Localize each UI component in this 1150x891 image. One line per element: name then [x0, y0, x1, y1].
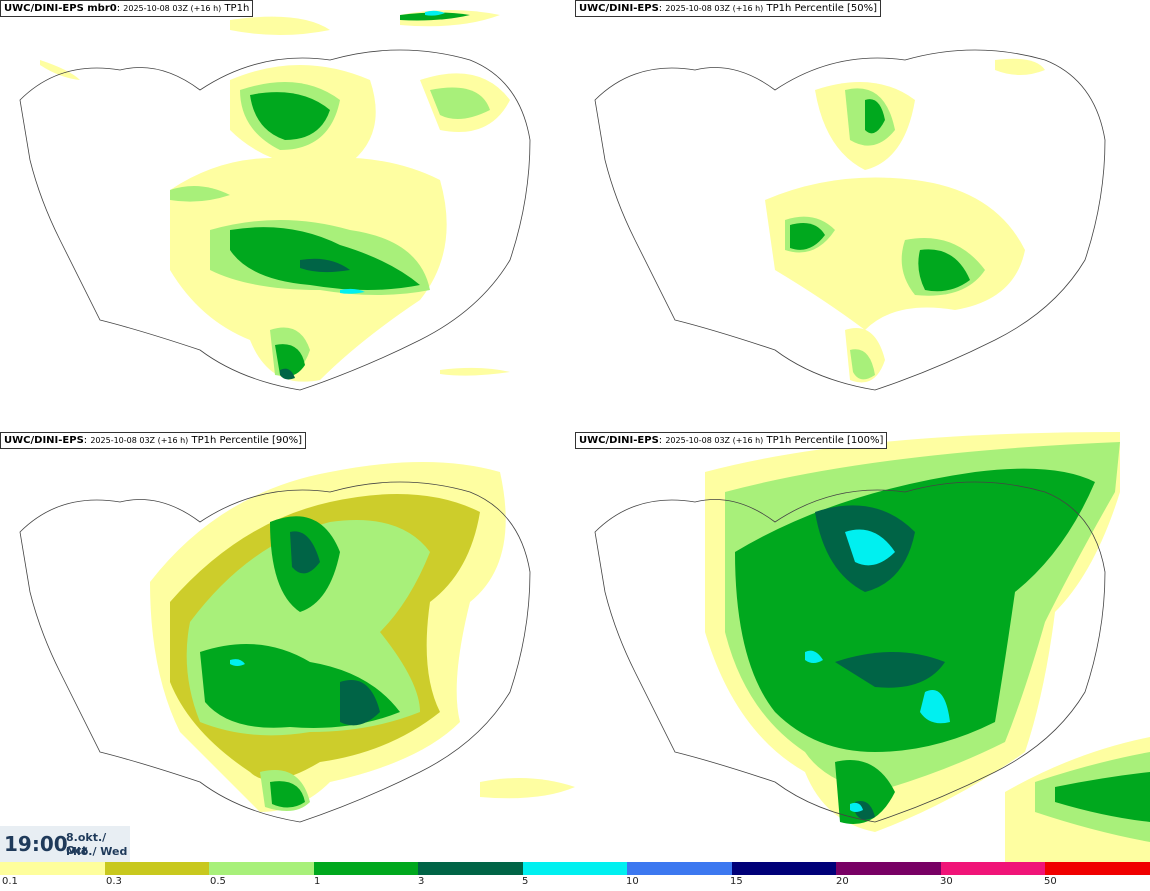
legend-tick: 50	[1044, 876, 1057, 887]
legend-tick: 10	[626, 876, 639, 887]
legend-swatch	[522, 862, 628, 875]
map-panel-p90: UWC/DINI-EPS: 2025-10-08 03Z (+16 h) TP1…	[0, 432, 575, 862]
map-panel-p50: UWC/DINI-EPS: 2025-10-08 03Z (+16 h) TP1…	[575, 0, 1150, 430]
precip-map-p50	[594, 49, 1106, 391]
legend-swatch	[418, 862, 523, 875]
map-panel-p100: UWC/DINI-EPS: 2025-10-08 03Z (+16 h) TP1…	[575, 432, 1150, 862]
panel-run: 2025-10-08 03Z (+16 h)	[123, 4, 222, 13]
legend-tick: 5	[522, 876, 529, 887]
precip-map-p100	[594, 432, 1150, 862]
legend-tick: 15	[730, 876, 743, 887]
valid-date: 8.okt./ Oct	[66, 831, 107, 857]
legend-color-bar	[0, 862, 1150, 875]
valid-time-box: 19:00 8.okt./ Oct Mið./ Wed	[0, 826, 130, 862]
legend-tick: 0.3	[106, 876, 122, 887]
legend-swatch	[209, 862, 314, 875]
legend-tick: 0.5	[210, 876, 226, 887]
legend-swatch	[104, 862, 210, 875]
panel-run: 2025-10-08 03Z (+16 h)	[665, 4, 764, 13]
map-panel-mbr0: UWC/DINI-EPS mbr0: 2025-10-08 03Z (+16 h…	[0, 0, 575, 430]
panel-model: UWC/DINI-EPS mbr0	[4, 3, 117, 14]
panel-run: 2025-10-08 03Z (+16 h)	[90, 436, 189, 445]
legend-swatch	[627, 862, 732, 875]
panel-title-p90: UWC/DINI-EPS: 2025-10-08 03Z (+16 h) TP1…	[0, 432, 307, 449]
panel-title-mbr0: UWC/DINI-EPS mbr0: 2025-10-08 03Z (+16 h…	[0, 0, 254, 17]
valid-time: 19:00	[4, 832, 68, 856]
precip-map-p90	[19, 462, 575, 823]
precip-map-mbr0	[19, 10, 531, 391]
panel-model: UWC/DINI-EPS	[579, 3, 659, 14]
panel-field: TP1h Percentile [100%]	[766, 435, 884, 446]
color-legend: 0.1 0.3 0.5 1 3 5 10 15 20 30 50	[0, 862, 1150, 891]
legend-swatch	[1045, 862, 1150, 875]
legend-swatch	[940, 862, 1046, 875]
valid-day: Mið./ Wed	[66, 845, 128, 858]
legend-tick: 20	[836, 876, 849, 887]
legend-swatch	[313, 862, 419, 875]
legend-swatch	[0, 862, 105, 875]
panel-field: TP1h Percentile [50%]	[766, 3, 878, 14]
panel-field: TP1h	[224, 3, 250, 14]
panel-run: 2025-10-08 03Z (+16 h)	[665, 436, 764, 445]
panel-field: TP1h Percentile [90%]	[191, 435, 303, 446]
legend-tick: 0.1	[2, 876, 18, 887]
panel-model: UWC/DINI-EPS	[579, 435, 659, 446]
legend-swatch	[836, 862, 941, 875]
legend-swatch	[731, 862, 837, 875]
legend-tick: 1	[314, 876, 321, 887]
panel-model: UWC/DINI-EPS	[4, 435, 84, 446]
panel-title-p100: UWC/DINI-EPS: 2025-10-08 03Z (+16 h) TP1…	[575, 432, 888, 449]
panel-title-p50: UWC/DINI-EPS: 2025-10-08 03Z (+16 h) TP1…	[575, 0, 882, 17]
legend-tick: 30	[940, 876, 953, 887]
legend-tick: 3	[418, 876, 425, 887]
